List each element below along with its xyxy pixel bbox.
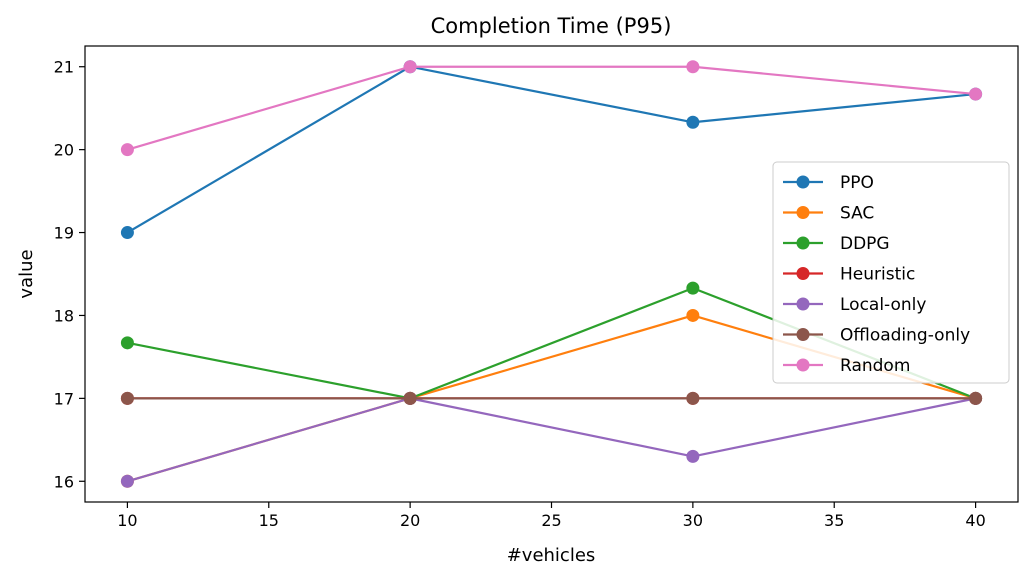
y-axis-ticks: 16 17 18 19 20 21 [54,58,85,491]
data-point [403,391,417,405]
data-point [686,308,700,322]
x-tick-label: 35 [824,511,844,530]
legend-label: Heuristic [840,265,915,285]
data-point [120,474,134,488]
chart-title: Completion Time (P95) [431,14,672,38]
y-tick-label: 17 [54,389,74,408]
x-axis-ticks: 10 15 20 25 30 35 40 [117,502,986,530]
legend-items: PPO SAC DDPG Heuristic Local-only Offloading-… [783,173,970,376]
legend-item: DDPG [783,234,890,254]
data-point [403,60,417,74]
series-offloading-only [120,391,983,405]
data-point [686,115,700,129]
y-tick-label: 20 [54,141,74,160]
legend-label: SAC [840,204,874,224]
data-point [686,281,700,295]
x-tick-label: 40 [965,511,985,530]
x-tick-label: 30 [683,511,703,530]
legend-label: DDPG [840,234,890,254]
data-point [686,391,700,405]
legend-label: Random [840,356,910,376]
legend-label: PPO [840,173,874,193]
x-tick-label: 20 [400,511,420,530]
y-tick-label: 19 [54,224,74,243]
data-point [686,449,700,463]
legend-item: PPO [783,173,874,193]
legend-item: Offloading-only [783,326,970,346]
legend-marker [796,297,810,311]
legend-item: Random [783,356,910,376]
legend-item: Local-only [783,295,926,315]
legend-marker [796,236,810,250]
legend-item: Heuristic [783,265,915,285]
legend: PPO SAC DDPG Heuristic Local-only Offloading-… [772,161,1010,384]
x-tick-label: 10 [117,511,137,530]
legend-label: Offloading-only [840,326,970,346]
legend-marker [796,358,810,372]
legend-box [772,161,1010,384]
data-point [686,60,700,74]
legend-marker [796,328,810,341]
data-point [120,226,134,240]
data-point [120,336,134,350]
series-local-only [120,391,983,488]
legend-marker [796,267,810,280]
legend-marker [796,206,810,219]
legend-marker [796,175,810,189]
y-tick-label: 18 [54,306,74,325]
y-tick-label: 21 [54,58,74,77]
legend-item: SAC [783,204,874,224]
x-tick-label: 15 [259,511,279,530]
x-tick-label: 25 [541,511,561,530]
legend-label: Local-only [840,295,926,315]
y-axis-label: value [16,249,37,298]
x-axis-label: #vehicles [507,545,596,566]
series-line [126,65,976,234]
series-line [127,65,976,151]
data-point [969,87,983,101]
y-tick-label: 16 [54,472,74,491]
series-line [127,397,976,483]
series-random [120,60,983,157]
data-point [120,391,134,405]
data-point [969,391,983,405]
data-point [120,143,134,157]
